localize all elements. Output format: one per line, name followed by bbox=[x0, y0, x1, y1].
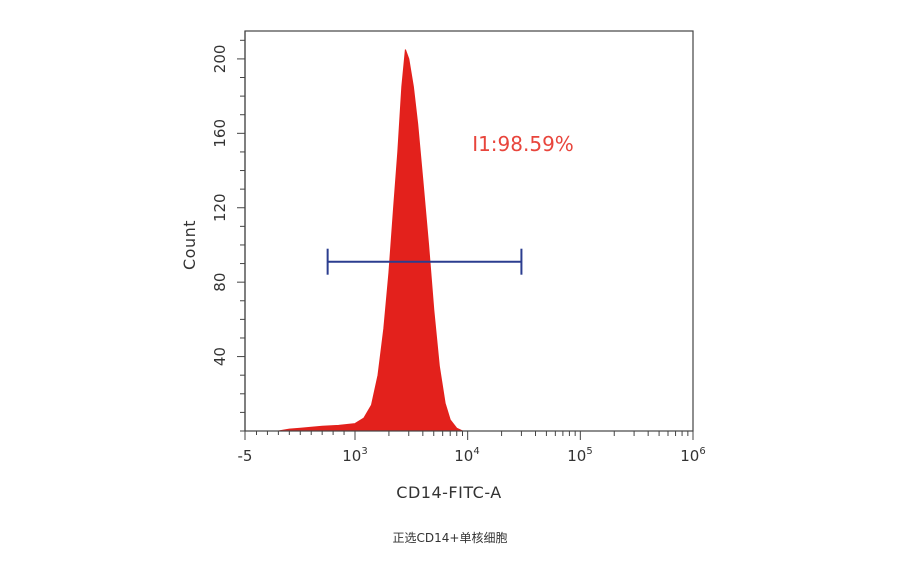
y-tick-label: 80 bbox=[211, 273, 229, 292]
y-tick-label: 40 bbox=[211, 347, 229, 366]
histogram-area-0 bbox=[278, 49, 463, 432]
y-axis: 40 80 120 160 200 bbox=[211, 31, 246, 432]
plot-area: I1:98.59% bbox=[244, 30, 694, 432]
y-tick-label: 120 bbox=[211, 193, 229, 222]
x-tick-label: 105 bbox=[567, 446, 592, 465]
figure-caption: 正选CD14+单核细胞 bbox=[392, 531, 508, 545]
x-axis: -5 103 104 105 106 bbox=[238, 431, 706, 465]
x-axis-title: CD14-FITC-A bbox=[396, 483, 501, 502]
x-tick-label: -5 bbox=[238, 447, 253, 465]
y-tick-label: 160 bbox=[211, 119, 229, 148]
x-tick-label: 103 bbox=[342, 446, 367, 465]
plot-frame bbox=[244, 30, 694, 432]
x-tick-label: 106 bbox=[680, 446, 705, 465]
gate-label: I1:98.59% bbox=[472, 132, 574, 156]
x-tick-label: 104 bbox=[454, 446, 479, 465]
y-tick-label: 200 bbox=[211, 45, 229, 74]
y-axis-title: Count bbox=[180, 220, 199, 270]
